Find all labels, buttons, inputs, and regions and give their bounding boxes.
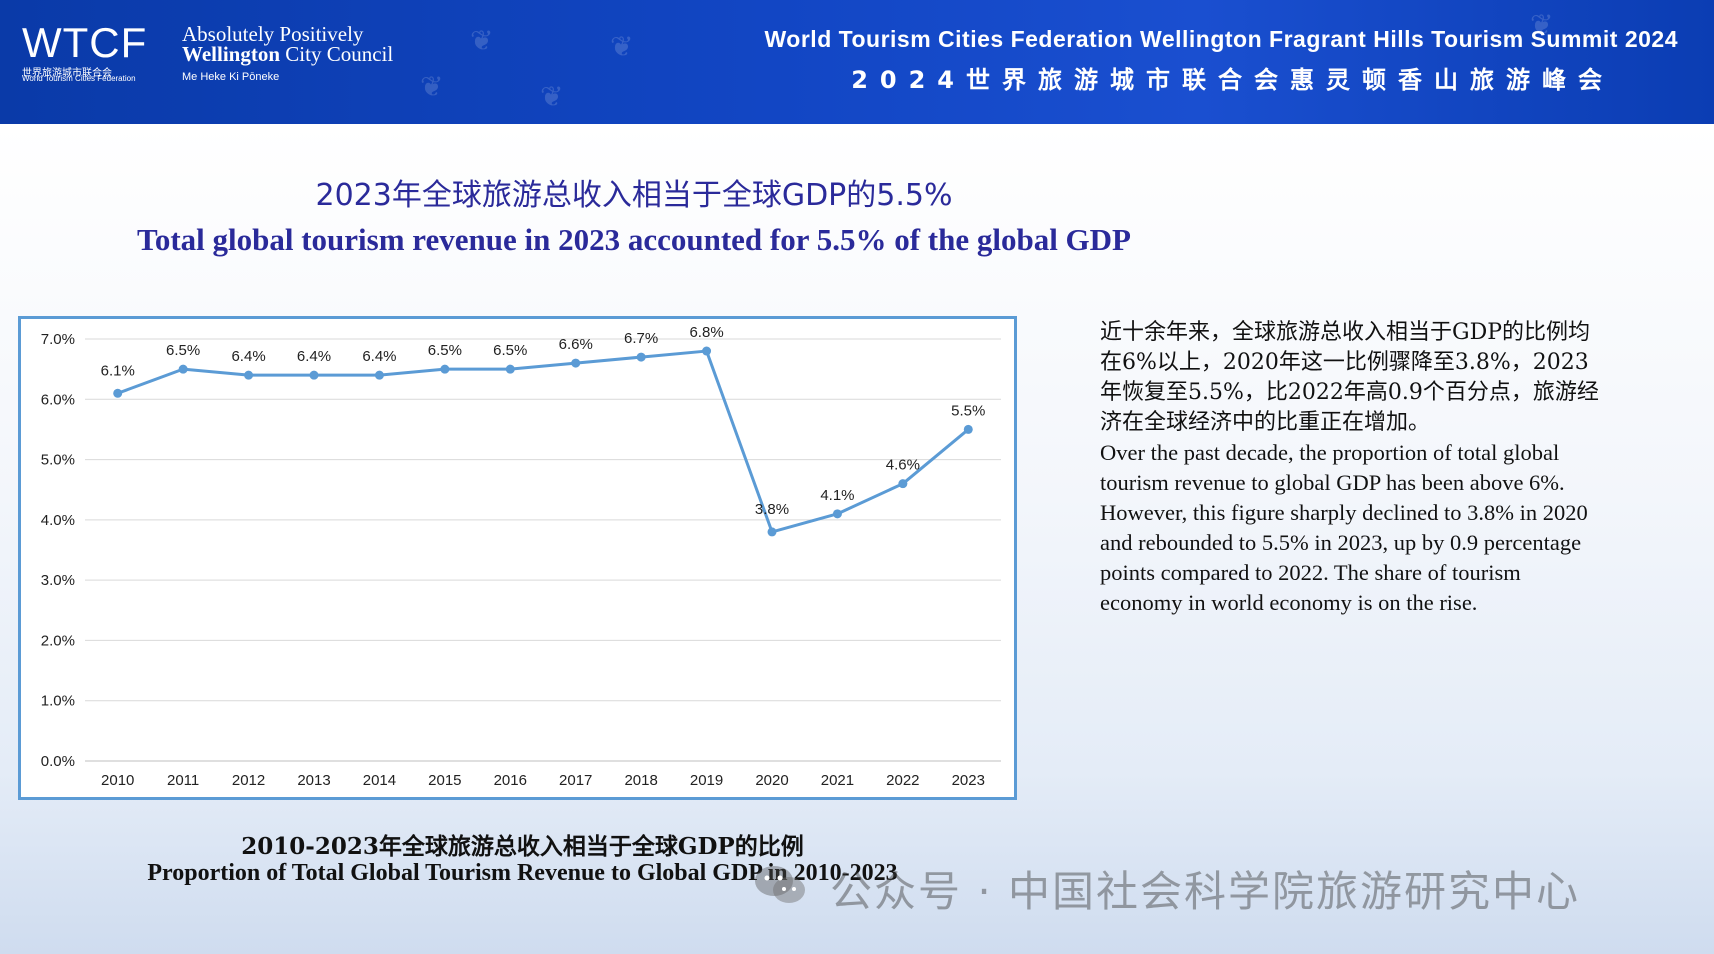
data-label: 5.5% xyxy=(951,402,985,419)
data-label: 6.7% xyxy=(624,330,658,347)
data-point xyxy=(702,346,712,356)
x-tick-label: 2015 xyxy=(428,772,461,789)
data-label: 6.8% xyxy=(689,324,723,341)
x-tick-label: 2019 xyxy=(690,772,723,789)
data-point xyxy=(898,479,908,489)
x-tick-label: 2017 xyxy=(559,772,592,789)
data-label: 6.5% xyxy=(428,342,462,359)
data-point xyxy=(963,424,973,434)
data-label: 6.4% xyxy=(362,348,396,365)
x-tick-label: 2023 xyxy=(952,772,985,789)
data-label: 6.4% xyxy=(231,348,265,365)
y-tick-label: 3.0% xyxy=(41,572,75,589)
y-tick-label: 4.0% xyxy=(41,512,75,529)
line-chart: 0.0% 1.0% 2.0% 3.0% 4.0% 5.0% 6.0% 7.0% 2010 2011… xyxy=(18,316,1017,800)
x-tick-label: 2016 xyxy=(494,772,527,789)
summit-title-cn: 2024世界旅游城市联合会惠灵顿香山旅游峰会 xyxy=(851,66,1614,94)
data-label: 6.6% xyxy=(559,336,593,353)
data-label: 6.5% xyxy=(166,342,200,359)
x-tick-label: 2020 xyxy=(755,772,788,789)
x-tick-label: 2010 xyxy=(101,772,134,789)
y-tick-label: 0.0% xyxy=(41,753,75,770)
y-tick-label: 7.0% xyxy=(41,331,75,348)
leaf-decoration-icon: ❦ xyxy=(610,32,634,63)
y-tick-label: 1.0% xyxy=(41,693,75,710)
data-label: 6.4% xyxy=(297,348,331,365)
description-en: Over the past decade, the proportion of … xyxy=(1100,440,1588,615)
data-point xyxy=(767,527,777,537)
header-banner: ❦ ❦ ❦ ❦ ❦ WTCF 世界旅游城市联合会 World Tourism C… xyxy=(0,0,1714,124)
leaf-decoration-icon: ❦ xyxy=(420,72,444,103)
description: 近十余年来，全球旅游总收入相当于GDP的比例均在6%以上，2020年这一比例骤降… xyxy=(1100,318,1600,618)
chart-caption-cn: 2010-2023年全球旅游总收入相当于全球GDP的比例 xyxy=(241,833,804,860)
wcc-logo-bold: Wellington xyxy=(182,42,281,66)
x-tick-label: 2021 xyxy=(821,772,854,789)
data-point xyxy=(440,364,450,374)
wtcf-logo: WTCF xyxy=(22,19,148,66)
chart-svg: 0.0% 1.0% 2.0% 3.0% 4.0% 5.0% 6.0% 7.0% 2010 2011… xyxy=(41,324,1001,789)
slide-title-cn: 2023年全球旅游总收入相当于全球GDP的5.5% xyxy=(315,178,953,213)
data-label: 4.6% xyxy=(886,457,920,474)
x-tick-label: 2022 xyxy=(886,772,919,789)
data-point xyxy=(113,388,123,398)
data-point xyxy=(244,370,254,380)
wtcf-logo-en: World Tourism Cities Federation xyxy=(22,74,136,83)
data-label: 6.5% xyxy=(493,342,527,359)
wcc-logo-line2: Wellington City Council xyxy=(182,44,393,65)
wtcf-logo-cn: 世界旅游城市联合会 xyxy=(22,68,112,79)
series-line xyxy=(117,349,970,534)
y-tick-label: 2.0% xyxy=(41,632,75,649)
data-point xyxy=(374,370,384,380)
y-tick-label: 6.0% xyxy=(41,391,75,408)
leaf-decoration-icon: ❦ xyxy=(1530,10,1554,41)
leaf-decoration-icon: ❦ xyxy=(470,26,494,57)
wcc-logo-rest: City Council xyxy=(280,42,394,66)
y-tick-label: 5.0% xyxy=(41,452,75,469)
data-label: 4.1% xyxy=(820,487,854,504)
chart-caption-en: Proportion of Total Global Tourism Reven… xyxy=(147,860,898,886)
x-tick-label: 2013 xyxy=(297,772,330,789)
data-point xyxy=(571,358,581,368)
wcc-logo-motto: Me Heke Ki Pōneke xyxy=(182,71,280,83)
summit-title-en: World Tourism Cities Federation Wellingt… xyxy=(764,26,1678,52)
x-tick-label: 2018 xyxy=(624,772,657,789)
data-point xyxy=(636,352,646,362)
data-point xyxy=(832,509,842,519)
wechat-icon xyxy=(755,866,805,903)
data-point xyxy=(505,364,515,374)
watermark-text: 公众号 · 中国社会科学院旅游研究中心 xyxy=(830,867,1581,916)
data-point xyxy=(178,364,188,374)
slide-title-en: Total global tourism revenue in 2023 acc… xyxy=(136,222,1131,257)
x-tick-label: 2011 xyxy=(167,772,199,789)
wcc-logo-line1: Absolutely Positively xyxy=(182,22,364,46)
x-tick-label: 2014 xyxy=(363,772,396,789)
data-label: 6.1% xyxy=(101,362,135,379)
leaf-decoration-icon: ❦ xyxy=(540,82,564,113)
data-point xyxy=(309,370,319,380)
data-label: 3.8% xyxy=(755,501,789,518)
description-cn: 近十余年来，全球旅游总收入相当于GDP的比例均在6%以上，2020年这一比例骤降… xyxy=(1100,320,1599,435)
x-tick-label: 2012 xyxy=(232,772,265,789)
